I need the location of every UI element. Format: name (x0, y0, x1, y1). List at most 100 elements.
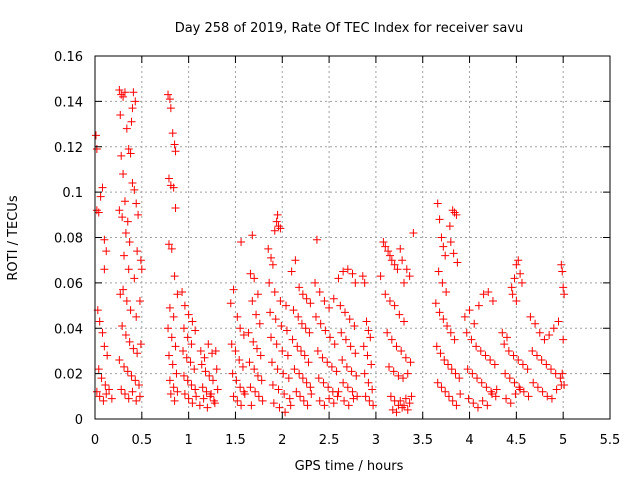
data-point (434, 267, 443, 276)
data-point (211, 346, 220, 355)
data-point (270, 287, 279, 296)
data-point (334, 274, 343, 283)
data-point (283, 351, 292, 360)
data-point (165, 95, 174, 104)
x-tick-label: 5.5 (600, 433, 621, 448)
y-tick-label: 0.14 (54, 95, 83, 110)
data-point (492, 385, 501, 394)
grid-lines (95, 56, 610, 419)
data-point (531, 319, 540, 328)
data-point (95, 392, 104, 401)
data-point (122, 297, 131, 306)
data-point (394, 371, 403, 380)
data-point (533, 383, 542, 392)
data-point (400, 401, 408, 410)
data-point (99, 396, 108, 405)
data-point (509, 351, 518, 360)
data-point (392, 342, 401, 351)
data-point (247, 401, 256, 410)
data-point (184, 394, 193, 403)
data-point (123, 217, 132, 226)
data-point (365, 396, 374, 405)
data-point (128, 179, 137, 188)
data-point (120, 251, 129, 260)
data-point (395, 310, 404, 319)
data-point (100, 235, 109, 244)
data-point (117, 385, 126, 394)
data-point (311, 278, 320, 287)
x-tick-label: 0.5 (131, 433, 152, 448)
data-point (256, 351, 265, 360)
data-point (451, 369, 460, 378)
data-point (304, 358, 313, 367)
data-point (250, 365, 259, 374)
data-point (253, 371, 262, 380)
data-point (547, 394, 556, 403)
data-point (448, 396, 457, 405)
data-point (529, 378, 538, 387)
data-point (268, 380, 277, 389)
data-point (385, 251, 394, 260)
data-point (136, 340, 145, 349)
data-point (165, 376, 174, 385)
data-point (164, 240, 173, 249)
data-point (197, 360, 206, 369)
data-point (405, 399, 414, 408)
data-point (204, 340, 213, 349)
data-point (180, 390, 189, 399)
data-point (554, 317, 563, 326)
data-point (179, 371, 188, 380)
data-point (127, 371, 136, 380)
data-point (470, 319, 479, 328)
data-point (229, 392, 238, 401)
data-point (120, 88, 129, 97)
data-point (124, 394, 133, 403)
data-point (343, 265, 352, 274)
data-point (341, 335, 350, 344)
data-point (179, 324, 188, 333)
data-point (474, 301, 483, 310)
data-point (191, 326, 200, 335)
data-point (207, 390, 216, 399)
data-point (473, 374, 482, 383)
data-point (330, 340, 339, 349)
data-point (233, 312, 242, 321)
data-point (91, 131, 100, 140)
data-point (129, 88, 138, 97)
data-point (92, 387, 101, 396)
data-point (549, 324, 558, 333)
data-point (267, 253, 276, 262)
data-point (504, 346, 513, 355)
data-point (545, 331, 554, 340)
data-point (292, 387, 301, 396)
data-point (227, 340, 236, 349)
data-point (468, 369, 477, 378)
data-point (307, 390, 316, 399)
data-point (535, 328, 544, 337)
data-point (538, 387, 547, 396)
axis-ticks (94, 55, 611, 420)
data-point (369, 401, 378, 410)
data-point (171, 342, 180, 351)
data-point (512, 297, 521, 306)
data-point (453, 258, 462, 267)
data-point (286, 401, 295, 410)
data-point (129, 344, 138, 353)
data-point (336, 301, 345, 310)
data-point (303, 401, 312, 410)
data-point (282, 326, 291, 335)
data-point (168, 360, 177, 369)
data-point (206, 392, 215, 401)
data-point (473, 403, 482, 412)
data-point (237, 238, 246, 247)
x-tick-label: 4.5 (506, 433, 527, 448)
data-point (482, 383, 491, 392)
data-point (540, 335, 549, 344)
data-point (293, 342, 302, 351)
data-point (398, 403, 407, 412)
data-point (290, 365, 299, 374)
data-point (235, 356, 244, 365)
data-point (352, 371, 361, 380)
data-point (441, 251, 450, 260)
data-point (295, 369, 304, 378)
